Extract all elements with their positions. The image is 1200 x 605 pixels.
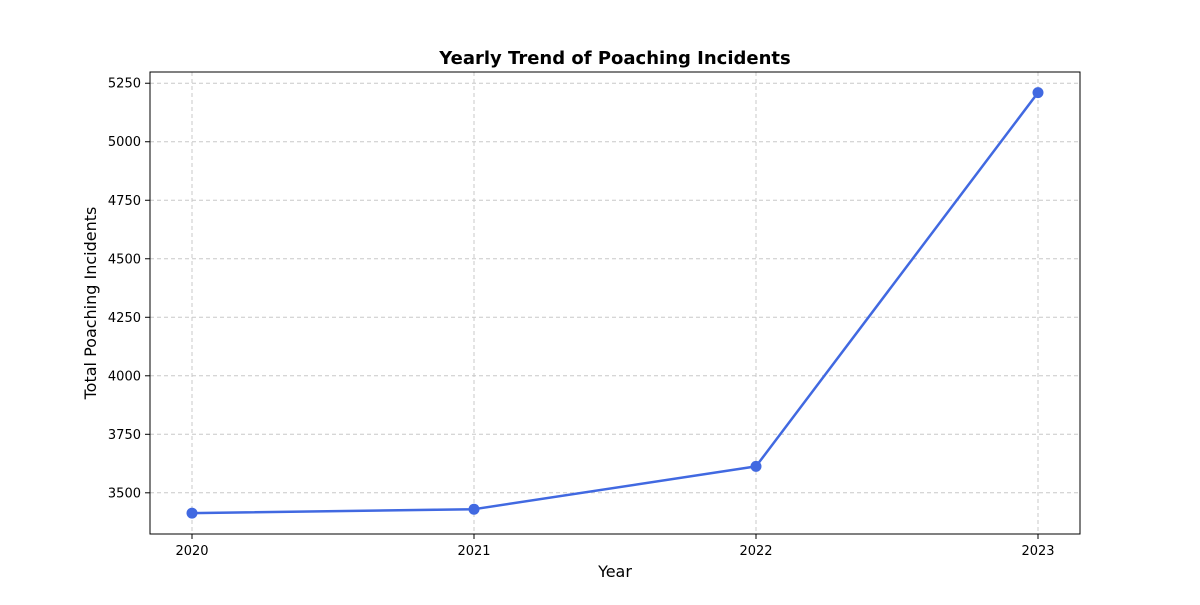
series-layer <box>186 87 1044 519</box>
x-tick-label: 2022 <box>739 544 772 559</box>
y-tick-label: 3750 <box>108 428 141 443</box>
y-tick-label: 4750 <box>108 194 141 209</box>
x-tick-label: 2020 <box>175 544 208 559</box>
plot-frame <box>149 71 1081 535</box>
data-point <box>468 503 480 515</box>
series-line <box>190 91 1040 515</box>
gridlines <box>150 72 1080 534</box>
y-tick-label: 4000 <box>108 369 141 384</box>
data-point <box>186 507 198 519</box>
x-tick-label: 2023 <box>1021 544 1054 559</box>
y-tick-label: 5250 <box>108 77 141 92</box>
y-tick-label: 5000 <box>108 135 141 150</box>
chart-title: Yearly Trend of Poaching Incidents <box>438 48 791 69</box>
x-tick-label: 2021 <box>457 544 490 559</box>
y-tick-label: 3500 <box>108 486 141 501</box>
y-tick-label: 4250 <box>108 311 141 326</box>
data-point <box>750 460 762 472</box>
x-axis-label: Year <box>597 562 632 581</box>
y-axis-label: Total Poaching Incidents <box>81 207 100 401</box>
tick-layer: 2020 2021 2022 2023 3500 3750 4000 4250 4500 4750… <box>108 77 1055 559</box>
data-point <box>1032 87 1044 99</box>
y-tick-label: 4500 <box>108 252 141 267</box>
